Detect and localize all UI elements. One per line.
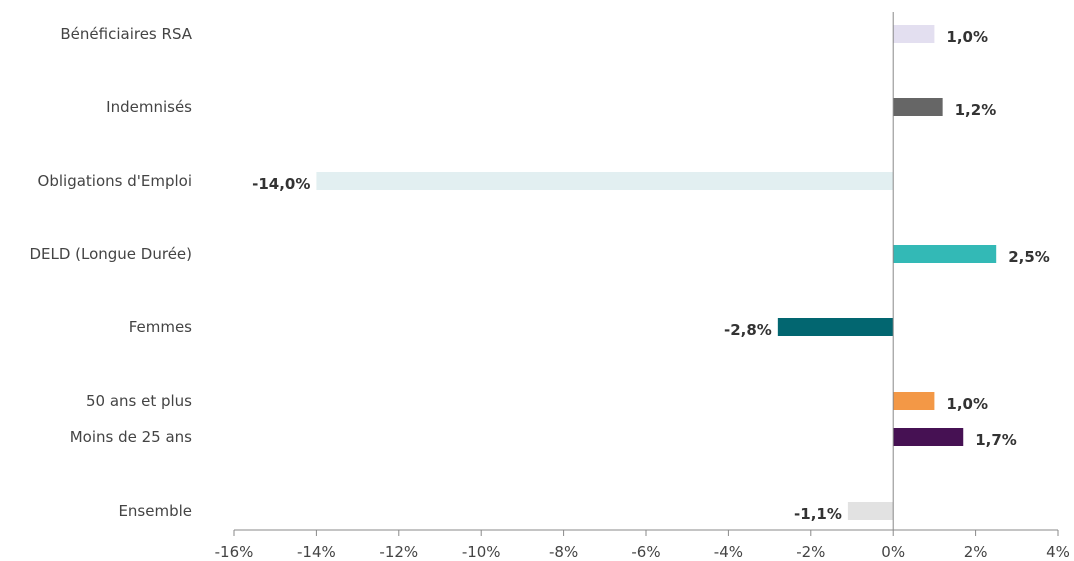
x-tick-label: -16% [215, 543, 254, 561]
category-label: DELD (Longue Durée) [29, 245, 192, 263]
x-tick-label: 2% [964, 543, 988, 561]
bar [316, 172, 894, 190]
bar [893, 392, 935, 410]
data-label: 1,0% [946, 395, 988, 413]
data-label: -14,0% [252, 175, 310, 193]
x-tick-label: 4% [1046, 543, 1070, 561]
category-label: Bénéficiaires RSA [60, 25, 192, 43]
data-label: 1,7% [975, 431, 1017, 449]
category-label: 50 ans et plus [86, 392, 192, 410]
category-labels: Bénéficiaires RSA Indemnisés Obligations d… [29, 25, 192, 520]
x-tick-label: -4% [714, 543, 743, 561]
data-label: -2,8% [724, 321, 772, 339]
category-label: Indemnisés [106, 98, 192, 116]
data-label: -1,1% [794, 505, 842, 523]
x-tick-label: -6% [631, 543, 660, 561]
x-tick-label: -10% [462, 543, 501, 561]
x-tick-label: 0% [881, 543, 905, 561]
data-label: 2,5% [1008, 248, 1050, 266]
category-label: Moins de 25 ans [70, 428, 192, 446]
bar [777, 318, 894, 336]
x-tick-label: -14% [297, 543, 336, 561]
category-label: Ensemble [118, 502, 192, 520]
data-label: 1,2% [955, 101, 997, 119]
category-label: Obligations d'Emploi [38, 172, 192, 190]
x-tick-label: -12% [379, 543, 418, 561]
category-label: Femmes [129, 318, 192, 336]
bar [893, 25, 935, 43]
bar [847, 502, 894, 520]
bar [893, 98, 943, 116]
bar [893, 428, 964, 446]
data-label: 1,0% [946, 28, 988, 46]
bar [893, 245, 997, 263]
x-tick-label: -2% [796, 543, 825, 561]
x-axis: -16% -14% -12% -10% -8% -6% -4% -2% 0% 2% 4% [215, 529, 1070, 561]
x-tick-label: -8% [549, 543, 578, 561]
data-labels: 1,0% 1,2% -14,0% 2,5% -2,8% 1,0% 1,7% -1,1% [252, 28, 1050, 523]
bars-group [316, 25, 997, 520]
